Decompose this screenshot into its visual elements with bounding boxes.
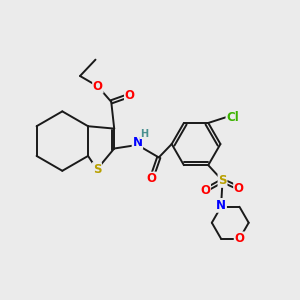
Text: N: N [132, 136, 142, 149]
Text: O: O [125, 89, 135, 102]
Text: S: S [93, 163, 101, 176]
Text: N: N [216, 199, 226, 212]
Text: N: N [216, 199, 226, 212]
Text: Cl: Cl [226, 110, 239, 124]
Text: O: O [146, 172, 156, 185]
Text: O: O [235, 232, 244, 245]
Text: H: H [140, 129, 148, 139]
Text: S: S [218, 174, 227, 187]
Text: O: O [234, 182, 244, 194]
Text: O: O [200, 184, 210, 196]
Text: O: O [93, 80, 103, 93]
